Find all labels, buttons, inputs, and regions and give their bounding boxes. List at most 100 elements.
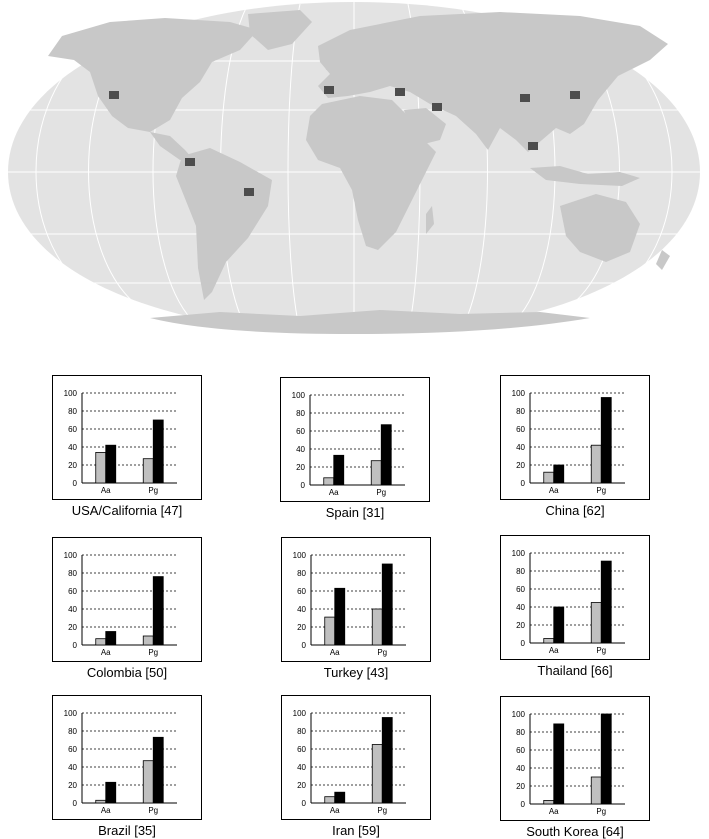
bar-chart: 0 20 40 60 80 100 Aa Pg [52, 375, 202, 500]
chart-panel-turkey-43: 0 20 40 60 80 100 Aa Pg Turkey [43] [281, 537, 431, 680]
chart-title: USA/California [47] [71, 503, 183, 518]
bar-aa-s2 [553, 723, 565, 805]
bar-chart: 0 20 40 60 80 100 Aa Pg [281, 537, 431, 662]
y-tick-label: 40 [68, 605, 77, 614]
y-tick-label: 80 [68, 569, 77, 578]
chart-frame [500, 535, 650, 660]
y-tick-label: 0 [521, 639, 526, 648]
y-tick-label: 60 [68, 425, 77, 434]
bar-aa-s1 [95, 638, 107, 646]
x-tick-label: Aa [330, 806, 340, 815]
world-map [0, 0, 709, 345]
land-indonesia [530, 166, 640, 186]
bar-pg-s1 [142, 635, 154, 646]
land-antarctica [150, 310, 590, 334]
land-greenland [248, 10, 312, 50]
chart-panel-iran-59: 0 20 40 60 80 100 Aa Pg Iran [59] [281, 695, 431, 838]
bar-aa-s1 [543, 638, 555, 644]
bar-pg-s1 [371, 744, 383, 804]
y-tick-label: 0 [301, 481, 306, 490]
marker-colombia [185, 158, 195, 166]
chart-panel-south-korea-64: 0 20 40 60 80 100 Aa Pg South Korea [64] [500, 696, 650, 839]
y-tick-label: 80 [516, 567, 525, 576]
y-tick-label: 80 [297, 569, 306, 578]
bar-chart: 0 20 40 60 80 100 Aa Pg [500, 696, 650, 821]
y-tick-label: 40 [516, 764, 525, 773]
marker-turkey [395, 88, 405, 96]
y-tick-label: 80 [68, 727, 77, 736]
x-tick-label: Pg [376, 488, 386, 497]
map-land [48, 10, 670, 334]
land-north-america [48, 18, 258, 132]
land-africa [306, 96, 436, 250]
bar-aa-s2 [334, 791, 346, 804]
bar-chart: 0 20 40 60 80 100 Aa Pg [52, 695, 202, 820]
bar-chart: 0 20 40 60 80 100 Aa Pg [500, 375, 650, 500]
y-tick-label: 80 [516, 407, 525, 416]
y-tick-label: 100 [292, 391, 306, 400]
x-tick-label: Pg [148, 486, 158, 495]
chart-panel-brazil-35: 0 20 40 60 80 100 Aa Pg Brazil [35] [52, 695, 202, 838]
world-map-svg [8, 2, 700, 334]
bar-pg-s2 [152, 576, 164, 646]
chart-frame [500, 375, 650, 500]
y-tick-label: 60 [68, 587, 77, 596]
bar-chart: 0 20 40 60 80 100 Aa Pg [281, 695, 431, 820]
bar-pg-s2 [381, 717, 393, 804]
chart-frame [52, 695, 202, 820]
bar-aa-s2 [553, 464, 565, 484]
marker-usa-california [109, 91, 119, 99]
y-tick-label: 100 [64, 389, 78, 398]
x-tick-label: Pg [148, 648, 158, 657]
bar-aa-s1 [323, 477, 335, 486]
chart-title: Iran [59] [332, 823, 380, 838]
land-australia [560, 194, 640, 262]
y-tick-label: 20 [297, 781, 306, 790]
y-tick-label: 20 [516, 461, 525, 470]
y-tick-label: 40 [296, 445, 305, 454]
chart-frame [281, 695, 431, 820]
x-tick-label: Pg [596, 807, 606, 816]
bar-aa-s1 [95, 799, 107, 804]
bar-chart: 0 20 40 60 80 100 Aa Pg [52, 537, 202, 662]
y-tick-label: 100 [64, 709, 78, 718]
bar-pg-s2 [152, 736, 164, 804]
y-tick-label: 0 [521, 479, 526, 488]
y-tick-label: 40 [68, 763, 77, 772]
bar-pg-s2 [600, 397, 612, 484]
marker-china [520, 94, 530, 102]
chart-title: South Korea [64] [526, 824, 624, 839]
y-tick-label: 40 [297, 605, 306, 614]
chart-panel-colombia-50: 0 20 40 60 80 100 Aa Pg Colombia [50] [52, 537, 202, 680]
y-tick-label: 80 [297, 727, 306, 736]
bar-aa-s1 [324, 616, 336, 646]
y-tick-label: 60 [68, 745, 77, 754]
bar-aa-s1 [543, 800, 555, 805]
land-south-america [176, 148, 272, 300]
x-tick-label: Aa [549, 807, 559, 816]
y-tick-label: 60 [516, 425, 525, 434]
y-tick-label: 100 [293, 551, 307, 560]
land-eurasia [318, 12, 668, 152]
bar-aa-s1 [324, 796, 336, 804]
y-tick-label: 0 [302, 799, 307, 808]
bar-aa-s2 [105, 631, 117, 646]
y-tick-label: 80 [68, 407, 77, 416]
y-tick-label: 20 [68, 781, 77, 790]
bar-aa-s2 [105, 781, 117, 804]
bar-pg-s1 [142, 458, 154, 484]
chart-panel-usa-california-47: 0 20 40 60 80 100 Aa Pg USA/California [47] [52, 375, 202, 518]
y-tick-label: 0 [521, 800, 526, 809]
y-tick-label: 60 [296, 427, 305, 436]
bar-pg-s1 [590, 602, 602, 644]
chart-title: China [62] [545, 503, 605, 518]
land-japan [584, 76, 598, 104]
marker-thailand [528, 142, 538, 150]
y-tick-label: 20 [516, 621, 525, 630]
x-tick-label: Pg [377, 806, 387, 815]
x-tick-label: Aa [101, 648, 111, 657]
y-tick-label: 80 [516, 728, 525, 737]
x-tick-label: Aa [549, 646, 559, 655]
x-tick-label: Aa [101, 806, 111, 815]
chart-frame [52, 537, 202, 662]
